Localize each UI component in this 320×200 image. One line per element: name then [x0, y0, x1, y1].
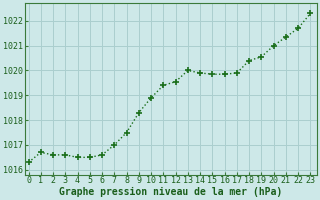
X-axis label: Graphe pression niveau de la mer (hPa): Graphe pression niveau de la mer (hPa) — [59, 186, 282, 197]
